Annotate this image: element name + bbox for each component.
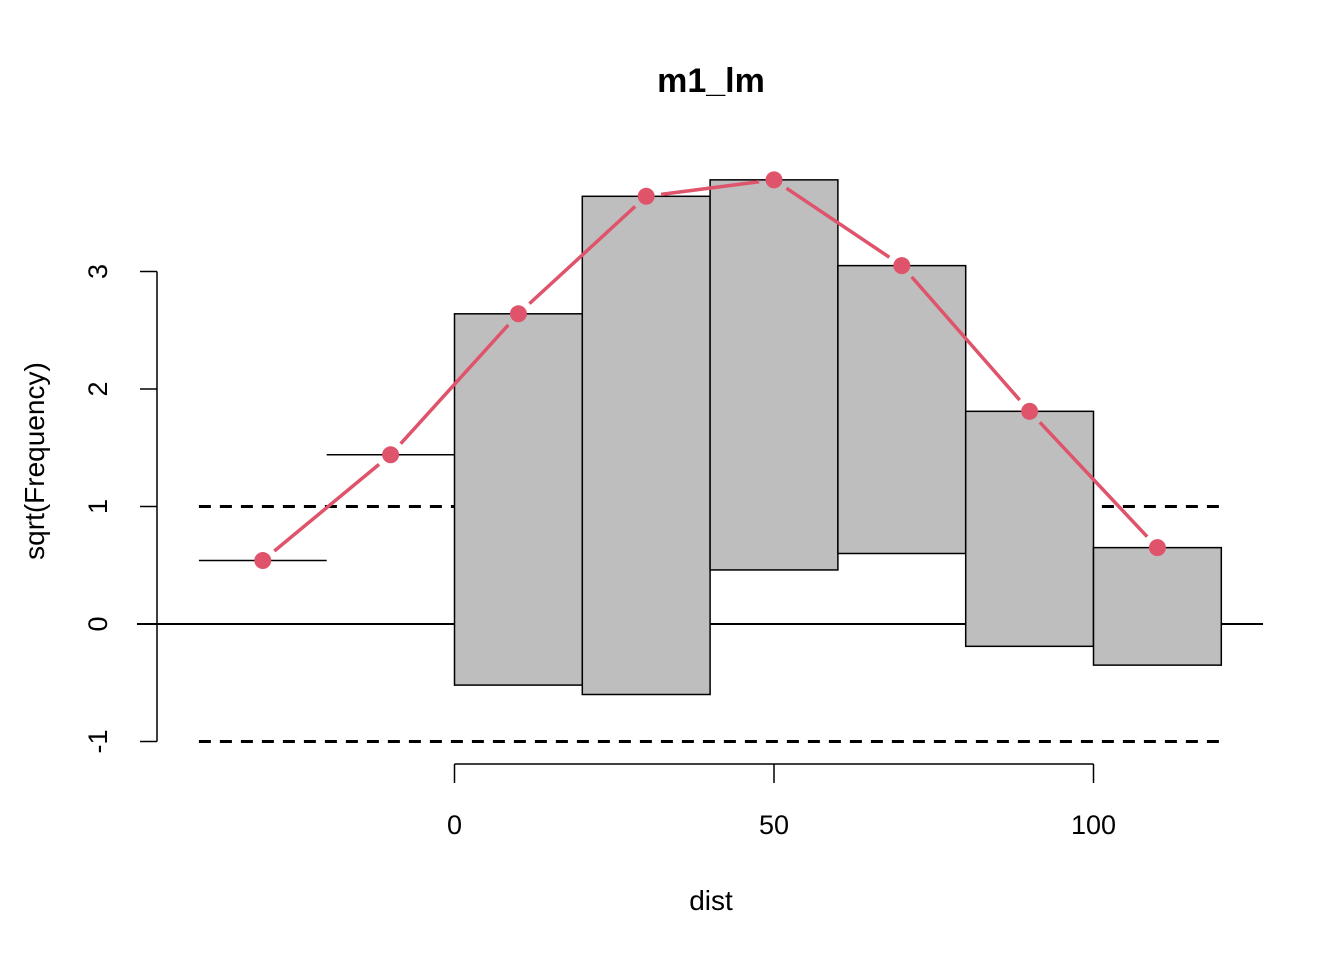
chart-title: m1_lm bbox=[657, 62, 765, 100]
hanging-bar bbox=[453, 313, 584, 686]
expected-curve-segment bbox=[528, 205, 637, 305]
y-tick-label: -1 bbox=[83, 729, 113, 753]
x-axis: 0 50 100 bbox=[447, 763, 1116, 840]
y-tick-label: 1 bbox=[83, 499, 113, 514]
expected-curve-segment bbox=[399, 323, 510, 445]
hanging-bar bbox=[709, 179, 839, 571]
hanging-bar bbox=[964, 410, 1095, 648]
expected-curve-segment bbox=[1038, 421, 1149, 538]
y-axis: -1 0 1 2 3 bbox=[83, 264, 158, 754]
bars bbox=[198, 179, 1223, 696]
expected-point bbox=[765, 171, 783, 189]
y-tick-label: 0 bbox=[83, 616, 113, 631]
expected-point bbox=[637, 187, 655, 205]
expected-point bbox=[382, 446, 400, 464]
expected-curve-segment bbox=[273, 463, 381, 553]
x-tick-label: 100 bbox=[1071, 810, 1116, 840]
x-tick-label: 50 bbox=[759, 810, 789, 840]
expected-point bbox=[1021, 402, 1039, 420]
y-tick-label: 3 bbox=[83, 264, 113, 279]
expected-point bbox=[1148, 539, 1166, 557]
expected-point bbox=[254, 552, 272, 570]
hanging-bar bbox=[581, 195, 711, 696]
x-axis-title: dist bbox=[689, 885, 733, 916]
expected-curve-segment bbox=[660, 180, 760, 197]
expected-curve-segment bbox=[785, 186, 891, 259]
hanging-bar bbox=[837, 264, 967, 555]
expected-curve-segment bbox=[910, 275, 1022, 402]
expected-curve bbox=[254, 171, 1166, 570]
y-axis-title: sqrt(Frequency) bbox=[19, 362, 50, 560]
y-tick-label: 2 bbox=[83, 381, 113, 396]
x-tick-label: 0 bbox=[447, 810, 462, 840]
expected-point bbox=[509, 305, 527, 323]
hanging-bar bbox=[1092, 546, 1223, 666]
expected-point bbox=[893, 257, 911, 275]
